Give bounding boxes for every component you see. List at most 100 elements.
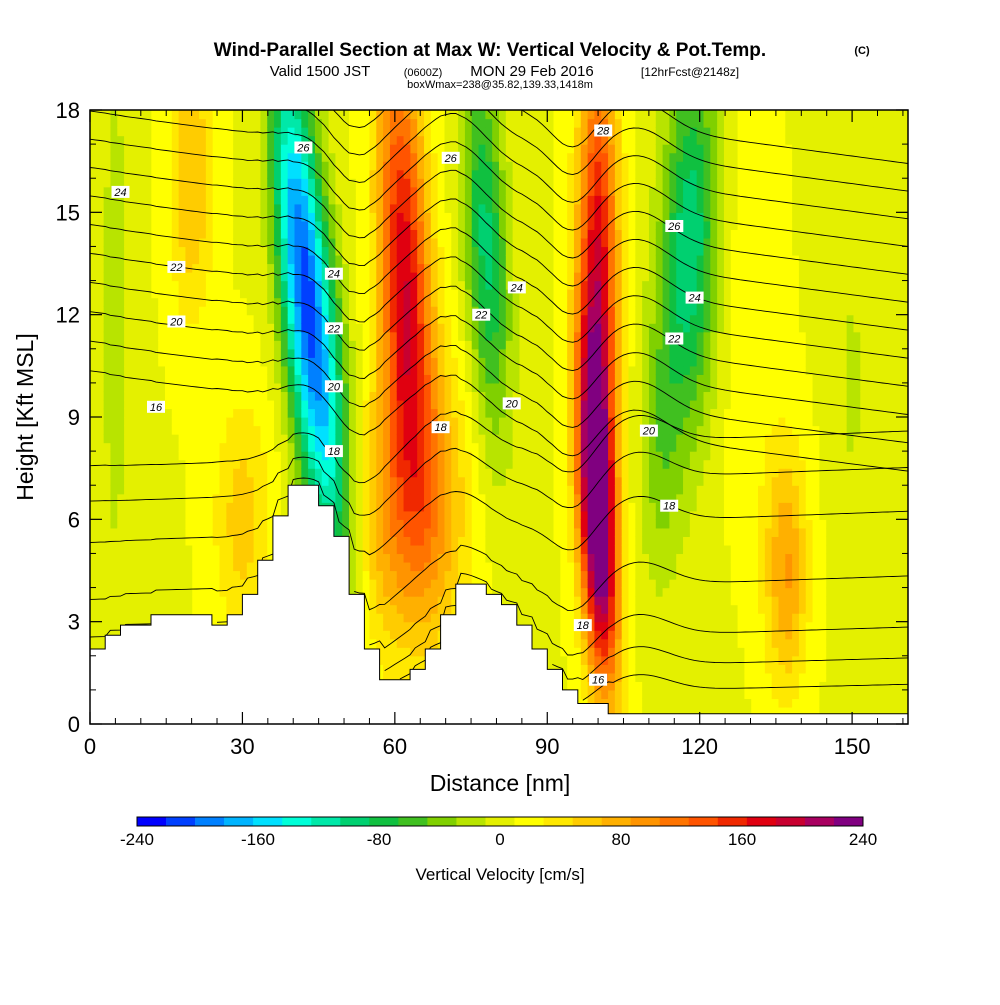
heatmap-cell [301,237,309,248]
heatmap-cell [417,485,425,495]
heatmap-cell [294,161,302,171]
heatmap-cell [546,263,555,273]
heatmap-cell [267,382,275,393]
heatmap-cell [280,365,289,375]
heatmap-cell [533,579,541,589]
heatmap-cell [274,374,282,384]
heatmap-cell [212,314,221,324]
heatmap-cell [478,579,486,589]
heatmap-cell [458,254,466,265]
heatmap-cell [403,220,411,230]
heatmap-cell [103,323,112,333]
heatmap-cell [471,323,480,333]
heatmap-cell [144,340,152,350]
heatmap-cell [389,144,398,154]
heatmap-cell [376,451,384,461]
heatmap-cell [137,186,146,196]
heatmap-cell [280,425,289,435]
heatmap-cell [362,178,371,188]
heatmap-cell [219,570,227,580]
heatmap-cell [444,485,452,495]
heatmap-cell [499,212,507,222]
heatmap-cell [403,485,411,495]
heatmap-cell [110,323,118,333]
heatmap-cell [192,561,200,572]
heatmap-cell [471,135,480,145]
heatmap-cell [444,254,452,265]
heatmap-cell [137,485,146,495]
heatmap-cell [526,536,534,546]
heatmap-cell [294,195,302,205]
heatmap-cell [212,519,221,529]
heatmap-cell [464,212,473,222]
heatmap-cell [526,553,534,563]
heatmap-cell [178,561,187,572]
heatmap-cell [226,212,234,222]
heatmap-cell [485,382,493,393]
heatmap-cell [233,425,241,435]
heatmap-cell [444,502,452,512]
heatmap-cell [485,272,493,282]
heatmap-cell [253,434,262,444]
heatmap-cell [424,289,432,299]
heatmap-cell [444,178,452,188]
heatmap-cell [444,382,452,393]
heatmap-cell [117,178,125,188]
heatmap-cell [185,229,193,239]
heatmap-cell [103,365,112,375]
heatmap-cell [267,110,275,120]
heatmap-cell [178,340,187,350]
heatmap-cell [362,357,371,367]
heatmap-cell [437,169,446,179]
heatmap-cell [96,442,105,452]
heatmap-cell [451,493,459,503]
heatmap-cell [376,229,384,239]
heatmap-cell [430,442,439,452]
heatmap-cell [458,365,466,375]
heatmap-cell [464,169,473,179]
heatmap-cell [383,587,391,597]
heatmap-cell [478,340,486,350]
heatmap-cell [355,144,364,154]
heatmap-cell [512,579,521,589]
heatmap-cell [362,365,371,375]
heatmap-cell [137,195,146,205]
heatmap-cell [124,613,132,623]
heatmap-cell [171,604,180,614]
heatmap-cell [124,348,132,358]
heatmap-cell [410,579,418,589]
heatmap-cell [171,434,180,444]
heatmap-cell [546,340,555,350]
heatmap-cell [199,365,207,375]
heatmap-cell [519,297,527,307]
heatmap-cell [430,314,439,324]
heatmap-cell [539,570,548,580]
heatmap-cell [246,510,255,520]
heatmap-cell [451,254,459,265]
heatmap-cell [451,186,459,196]
heatmap-cell [553,127,561,137]
heatmap-cell [321,476,330,486]
heatmap-cell [492,348,500,358]
heatmap-cell [192,417,200,427]
heatmap-cell [212,212,221,222]
heatmap-cell [124,280,132,290]
heatmap-cell [226,169,234,179]
heatmap-cell [560,630,568,640]
heatmap-cell [526,263,534,273]
heatmap-cell [144,297,152,307]
heatmap-cell [144,203,152,213]
heatmap-cell [396,468,405,478]
heatmap-cell [376,442,384,452]
heatmap-cell [553,647,561,657]
heatmap-cell [260,408,268,418]
heatmap-cell [171,203,180,213]
heatmap-cell [212,382,221,393]
heatmap-cell [512,144,521,154]
heatmap-cell [185,237,193,248]
heatmap-cell [253,195,262,205]
heatmap-cell [342,314,350,324]
heatmap-cell [383,306,391,316]
heatmap-cell [144,280,152,290]
heatmap-cell [383,212,391,222]
